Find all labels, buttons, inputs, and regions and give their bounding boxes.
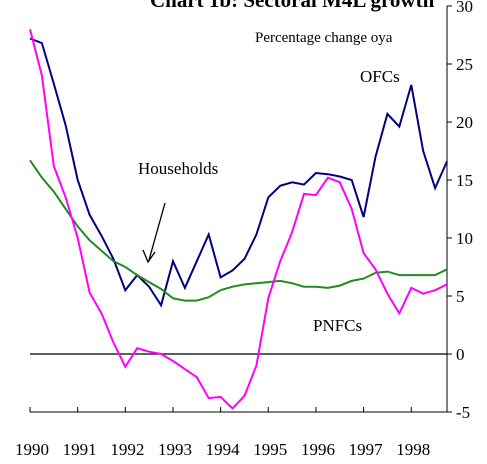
y-tick-label: 15	[456, 171, 473, 190]
y-tick-label: -5	[456, 403, 470, 422]
x-tick-label: 1991	[63, 440, 97, 459]
x-tick-label: 1998	[396, 440, 430, 459]
arrow-head	[142, 249, 156, 264]
y-tick-label: 30	[456, 0, 473, 16]
y-tick-label: 20	[456, 113, 473, 132]
x-tick-label: 1992	[110, 440, 144, 459]
x-tick-label: 1996	[301, 440, 335, 459]
series-line	[29, 159, 448, 302]
subtitle: Percentage change oya	[255, 30, 393, 46]
annotation: OFCs	[360, 67, 400, 86]
x-tick-label: 1997	[349, 440, 384, 459]
y-tick-label: 5	[456, 287, 465, 306]
x-tick-label: 1995	[253, 440, 287, 459]
y-tick-label: 25	[456, 55, 473, 74]
y-tick-label: 10	[456, 229, 473, 248]
series-line	[29, 37, 448, 308]
x-tick-label: 1990	[15, 440, 49, 459]
x-tick-label: 1993	[158, 440, 192, 459]
annotation: Households	[138, 159, 218, 178]
chart-title: Chart 1b: Sectoral M4L growth	[150, 0, 435, 12]
series-line	[29, 28, 448, 410]
y-tick-label: 0	[456, 345, 465, 364]
x-tick-label: 1994	[206, 440, 241, 459]
annotation: PNFCs	[313, 316, 362, 335]
arrow	[148, 202, 166, 261]
